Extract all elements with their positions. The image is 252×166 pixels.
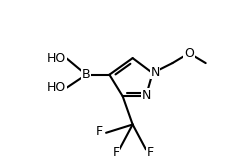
Text: F: F [96,125,103,138]
Text: F: F [146,146,154,159]
Text: HO: HO [47,82,66,94]
Text: O: O [184,47,194,60]
Text: N: N [142,89,151,102]
Text: N: N [150,66,160,79]
Text: HO: HO [47,52,66,65]
Text: F: F [112,146,120,159]
Text: B: B [82,68,90,81]
